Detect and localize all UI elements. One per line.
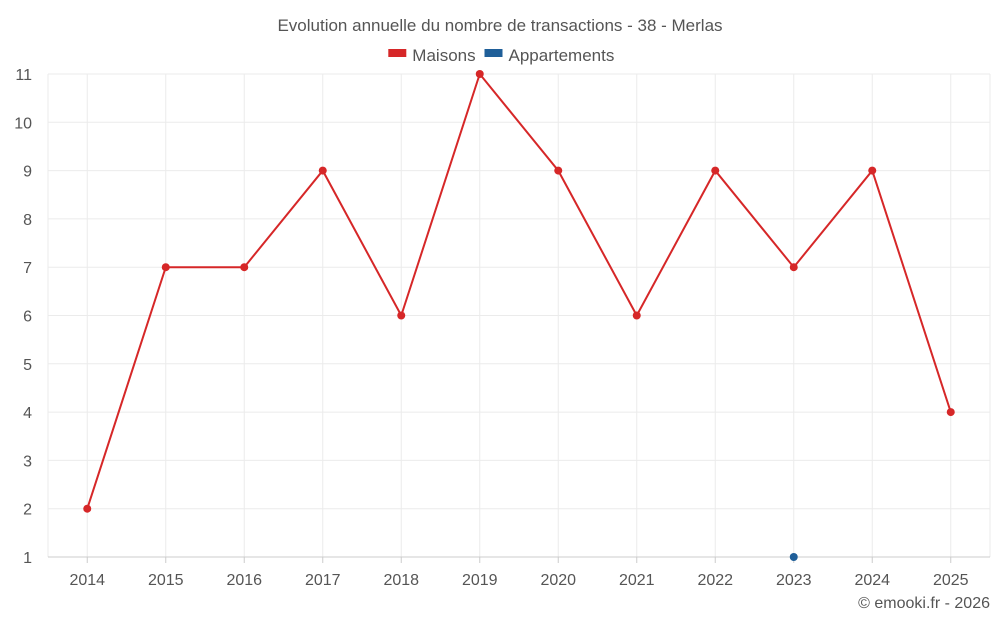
legend-swatch (484, 49, 503, 57)
data-point-maisons-2023[interactable] (789, 263, 798, 272)
x-tick-label: 2022 (697, 572, 733, 589)
y-tick-label: 6 (23, 309, 32, 326)
data-point-maisons-2025[interactable] (946, 408, 955, 417)
y-tick-label: 3 (23, 453, 32, 470)
series-maisons (83, 70, 955, 513)
series-line-maisons (86, 71, 952, 510)
y-axis: 1 2 3 4 5 6 7 8 9 10 11 (14, 67, 32, 567)
data-point-maisons-2018[interactable] (397, 311, 406, 320)
grid (47, 73, 991, 558)
credit: © emooki.fr - 2026 (858, 595, 990, 612)
series-appartements (789, 553, 798, 561)
x-tick-label: 2023 (776, 572, 812, 589)
x-tick-label: 2014 (69, 572, 105, 589)
data-point-maisons-2015[interactable] (161, 263, 170, 272)
x-tick-label: 2019 (462, 572, 498, 589)
y-tick-label: 9 (23, 164, 32, 181)
data-point-maisons-2019[interactable] (475, 70, 484, 78)
data-point-maisons-2020[interactable] (554, 166, 563, 175)
y-tick-label: 10 (14, 115, 32, 132)
data-point-maisons-2021[interactable] (632, 311, 641, 320)
x-tick-label: 2021 (619, 572, 655, 589)
x-tick-label: 2016 (226, 572, 262, 589)
legend-swatch (388, 49, 407, 57)
legend: Maisons Appartements (388, 46, 614, 65)
x-axis: 2014 2015 2016 2017 2018 2019 2020 2021 2022 2023… (48, 556, 990, 589)
data-point-maisons-2014[interactable] (83, 504, 92, 513)
data-point-appartements-2023[interactable] (789, 553, 798, 561)
x-tick-label: 2018 (383, 572, 419, 589)
series-layer (83, 70, 955, 561)
y-tick-label: 7 (23, 260, 32, 277)
y-tick-label: 4 (23, 405, 32, 422)
y-tick-label: 1 (23, 550, 32, 567)
legend-item-maisons[interactable]: Maisons (388, 46, 476, 65)
x-tick-label: 2020 (540, 572, 576, 589)
legend-label: Appartements (509, 46, 615, 65)
data-point-maisons-2017[interactable] (318, 166, 327, 175)
y-tick-label: 2 (23, 502, 32, 519)
x-tick-label: 2015 (148, 572, 184, 589)
x-tick-label: 2024 (854, 572, 890, 589)
y-tick-label: 11 (15, 67, 32, 84)
y-tick-label: 8 (23, 212, 32, 229)
data-point-maisons-2016[interactable] (240, 263, 249, 272)
y-tick-label: 5 (23, 357, 32, 374)
chart-title: Evolution annuelle du nombre de transact… (277, 16, 722, 35)
legend-item-appartements[interactable]: Appartements (484, 46, 615, 65)
data-point-maisons-2022[interactable] (711, 166, 720, 175)
legend-label: Maisons (412, 46, 475, 65)
x-tick-label: 2025 (933, 572, 969, 589)
x-tick-label: 2017 (305, 572, 341, 589)
data-point-maisons-2024[interactable] (868, 166, 877, 175)
